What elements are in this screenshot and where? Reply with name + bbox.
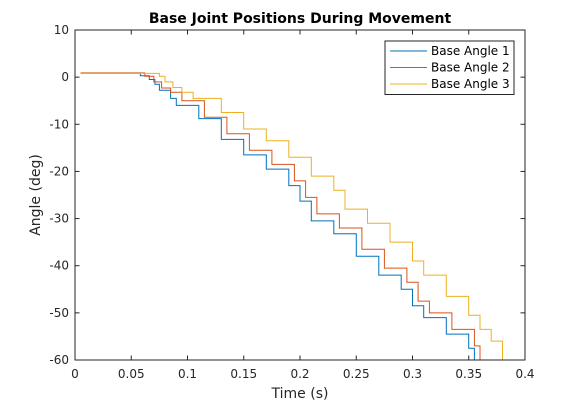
y-tick-label: -60 <box>49 353 69 367</box>
x-tick-label: 0 <box>71 367 79 381</box>
x-tick-label: 0.2 <box>290 367 309 381</box>
x-axis-label: Time (s) <box>271 386 329 402</box>
y-tick-label: -10 <box>49 117 69 131</box>
y-tick-label: -40 <box>49 259 69 273</box>
legend-entry-1: Base Angle 1 <box>431 44 510 58</box>
y-axis-label: Angle (deg) <box>28 154 44 236</box>
y-tick-label: -50 <box>49 306 69 320</box>
x-tick-label: 0.15 <box>230 367 257 381</box>
y-tick-label: -20 <box>49 164 69 178</box>
y-tick-label: -30 <box>49 212 69 226</box>
legend-entry-3: Base Angle 3 <box>431 77 510 91</box>
legend: Base Angle 1 Base Angle 2 Base Angle 3 <box>385 41 514 95</box>
x-tick-label: 0.25 <box>343 367 370 381</box>
x-tick-label: 0.35 <box>455 367 482 381</box>
legend-entry-2: Base Angle 2 <box>431 61 510 75</box>
x-tick-label: 0.05 <box>118 367 145 381</box>
x-tick-labels: 0 0.05 0.1 0.15 0.2 0.25 0.3 0.35 0.4 <box>71 367 534 381</box>
x-tick-label: 0.4 <box>515 367 534 381</box>
y-tick-label: 10 <box>54 23 69 37</box>
x-tick-label: 0.1 <box>178 367 197 381</box>
chart-title: Base Joint Positions During Movement <box>149 11 452 27</box>
y-tick-label: 0 <box>61 70 69 84</box>
x-tick-label: 0.3 <box>403 367 422 381</box>
